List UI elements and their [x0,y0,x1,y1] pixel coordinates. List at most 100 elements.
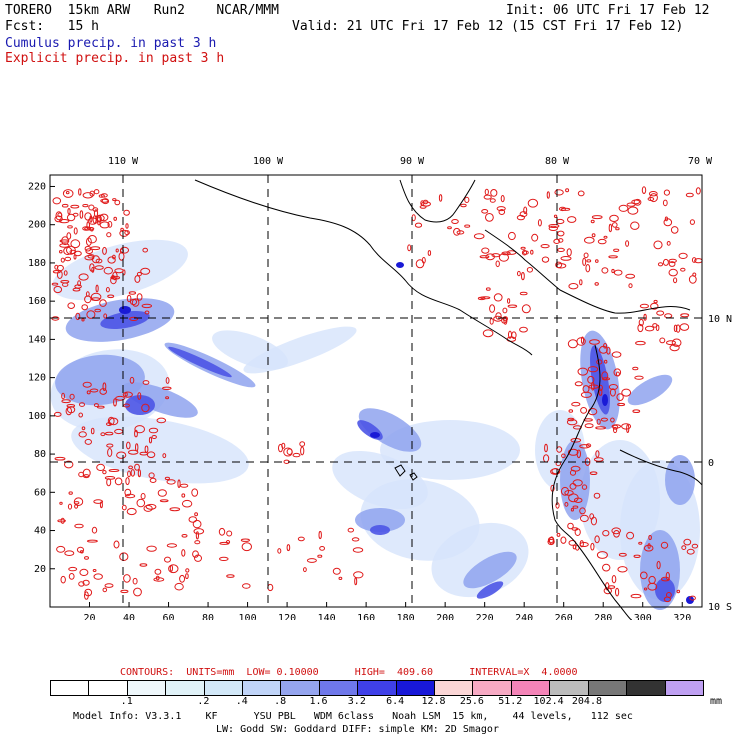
explicit-contour [482,329,494,338]
lon-label: 90 W [400,156,425,167]
explicit-contour [100,198,109,203]
explicit-contour [621,388,632,397]
explicit-contour [54,456,66,461]
explicit-contour [72,287,81,292]
explicit-contour [489,318,494,325]
explicit-contour [113,398,117,407]
explicit-contour [103,266,114,275]
explicit-contour [74,523,84,529]
explicit-contour [589,471,598,476]
explicit-contour [119,229,129,237]
x-tick-label: 220 [476,613,494,620]
explicit-contour [602,563,611,572]
map-frame [49,174,703,608]
explicit-contour [692,272,697,277]
explicit-contour [149,477,157,483]
explicit-contour [174,582,184,591]
explicit-contour [613,248,620,253]
lat-lon-grid [50,175,702,607]
explicit-contour [507,304,518,308]
legend-swatch [127,681,167,695]
explicit-contour [61,236,69,246]
explicit-contour [553,214,558,219]
explicit-contour [594,535,600,544]
lat-label: 0 [708,458,714,469]
explicit-contour [639,303,650,309]
coast-mexico-central-america [194,179,533,356]
explicit-contour [411,214,416,222]
explicit-contour [626,202,636,207]
explicit-contour [123,574,131,583]
explicit-contour [166,479,176,485]
explicit-contour [107,416,115,426]
explicit-contour [134,275,141,283]
y-tick-label: 140 [28,334,46,345]
explicit-contour [92,215,97,224]
explicit-contour [125,477,130,486]
explicit-contour [141,303,153,309]
x-tick-label: 120 [278,613,296,620]
explicit-contour [61,392,65,400]
explicit-contour [102,587,108,593]
explicit-contour [54,411,62,417]
latitude-labels: 10 N 0 10 S [708,314,732,613]
legend-label: 6.4 [386,696,405,707]
explicit-contour [670,226,679,234]
explicit-contour [453,227,461,236]
explicit-contour [122,391,133,398]
explicit-contour [148,436,153,444]
galapagos-2 [409,472,418,481]
explicit-contour [83,474,90,479]
explicit-contour [597,238,607,245]
explicit-contour [84,226,95,231]
explicit-contour [142,380,150,385]
explicit-contour [531,233,539,242]
legend-swatch [588,681,628,695]
explicit-contour [99,221,110,229]
explicit-contour [82,192,94,199]
explicit-contour [664,313,673,319]
explicit-contour [657,262,664,267]
explicit-contour [615,587,620,597]
explicit-contour [78,581,85,587]
explicit-contour [571,401,581,407]
explicit-contour [127,470,131,478]
explicit-contour [603,587,612,595]
explicit-contour [129,316,139,321]
explicit-contour [126,294,132,303]
explicit-contour [85,248,93,254]
explicit-contour [548,225,558,232]
explicit-contour [93,189,100,195]
explicit-contour [414,222,423,228]
explicit-contour [162,386,172,391]
explicit-contour [500,195,505,203]
explicit-contour [67,208,71,215]
explicit-contour [92,569,97,572]
explicit-contour [90,246,101,251]
explicit-contour [134,425,145,434]
explicit-contour [567,339,579,349]
explicit-contour [86,237,92,246]
explicit-contour [603,235,608,239]
explicit-contour [124,230,130,236]
explicit-contour [59,501,63,505]
galapagos-1 [394,464,406,477]
precip-area [212,330,288,370]
explicit-contour [108,469,120,472]
explicit-contour [590,219,595,224]
legend-label: 1.6 [309,696,328,707]
explicit-contour [653,299,658,304]
explicit-contour [102,470,107,475]
explicit-contour [632,366,639,371]
y-tick-label: 40 [34,526,46,537]
explicit-contour [609,214,619,223]
explicit-contour [519,326,528,333]
explicit-contour [655,324,660,332]
lon-label: 100 W [253,156,284,167]
explicit-contour [179,483,189,488]
explicit-contour [643,587,648,591]
explicit-contour [688,275,697,284]
explicit-contour [194,554,202,562]
x-tick-label: 20 [83,613,95,620]
explicit-contour [128,449,139,455]
